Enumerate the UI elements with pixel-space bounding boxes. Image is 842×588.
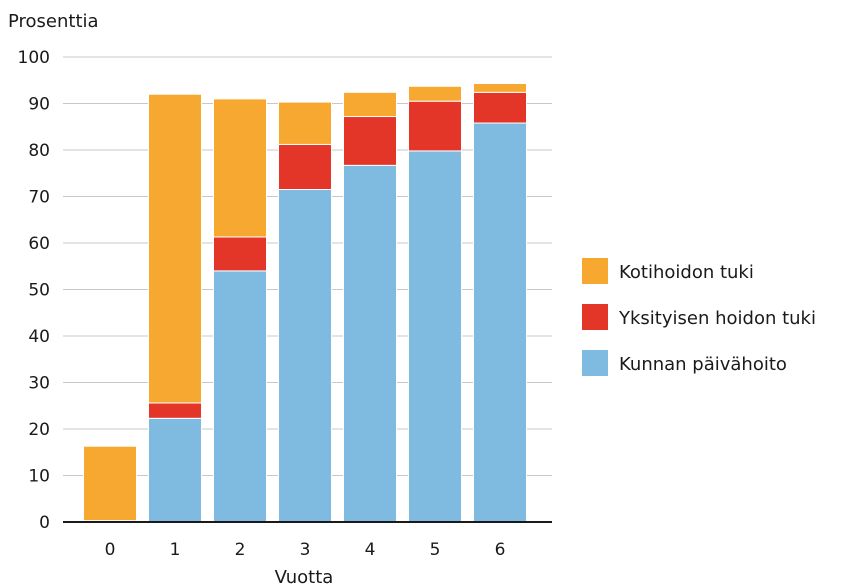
x-axis-title: Vuotta [275, 567, 334, 588]
bar-segment [343, 116, 397, 166]
legend-item: Yksityisen hoidon tuki [582, 304, 816, 330]
y-tick-label: 70 [28, 188, 50, 208]
bar-segment [343, 91, 397, 118]
bar-segment [473, 122, 527, 523]
legend-label: Kotihoidon tuki [619, 262, 754, 283]
y-tick-label: 100 [18, 48, 50, 68]
y-tick-label: 60 [28, 234, 50, 254]
x-tick-labels: 0 1 2 3 4 5 6 [105, 540, 506, 560]
bar-segment [148, 93, 202, 404]
y-tick-label: 30 [28, 374, 50, 394]
bar-segment [278, 189, 332, 523]
bar-segment [278, 101, 332, 145]
y-tick-label: 50 [28, 281, 50, 301]
bar-segment [148, 417, 202, 523]
legend-swatch [582, 304, 608, 330]
bar-segment [473, 91, 527, 124]
y-tick-label: 10 [28, 467, 50, 487]
legend-item: Kotihoidon tuki [582, 258, 754, 284]
legend-item: Kunnan päivähoito [582, 350, 787, 376]
bar-segment [83, 445, 137, 522]
bar-segment [408, 150, 462, 523]
bar-segment [213, 270, 267, 523]
bar-segment [148, 402, 202, 419]
x-tick-label: 3 [300, 540, 311, 560]
x-tick-label: 0 [105, 540, 116, 560]
y-tick-label: 40 [28, 327, 50, 347]
bar-segment [343, 164, 397, 523]
y-tick-label: 0 [39, 513, 50, 533]
x-tick-label: 5 [430, 540, 441, 560]
legend-swatch [582, 258, 608, 284]
bar-segment [213, 98, 267, 238]
x-tick-label: 4 [365, 540, 376, 560]
x-tick-label: 1 [170, 540, 181, 560]
legend-swatch [582, 350, 608, 376]
legend-label: Yksityisen hoidon tuki [618, 308, 816, 329]
bar-segment [213, 236, 267, 272]
bar-segment [473, 83, 527, 93]
legend-label: Kunnan päivähoito [619, 354, 787, 375]
bar-segment [408, 100, 462, 152]
x-tick-label: 6 [495, 540, 506, 560]
bar-segment [278, 143, 332, 191]
bars [83, 83, 527, 523]
y-axis-title: Prosenttia [8, 11, 99, 32]
bar-segment [408, 85, 462, 102]
y-tick-label: 80 [28, 141, 50, 161]
y-tick-labels: 0 10 20 30 40 50 60 70 80 90 100 [18, 48, 50, 533]
x-tick-label: 2 [235, 540, 246, 560]
legend: Kotihoidon tuki Yksityisen hoidon tuki Kun… [582, 258, 816, 376]
y-tick-label: 20 [28, 420, 50, 440]
y-tick-label: 90 [28, 95, 50, 115]
